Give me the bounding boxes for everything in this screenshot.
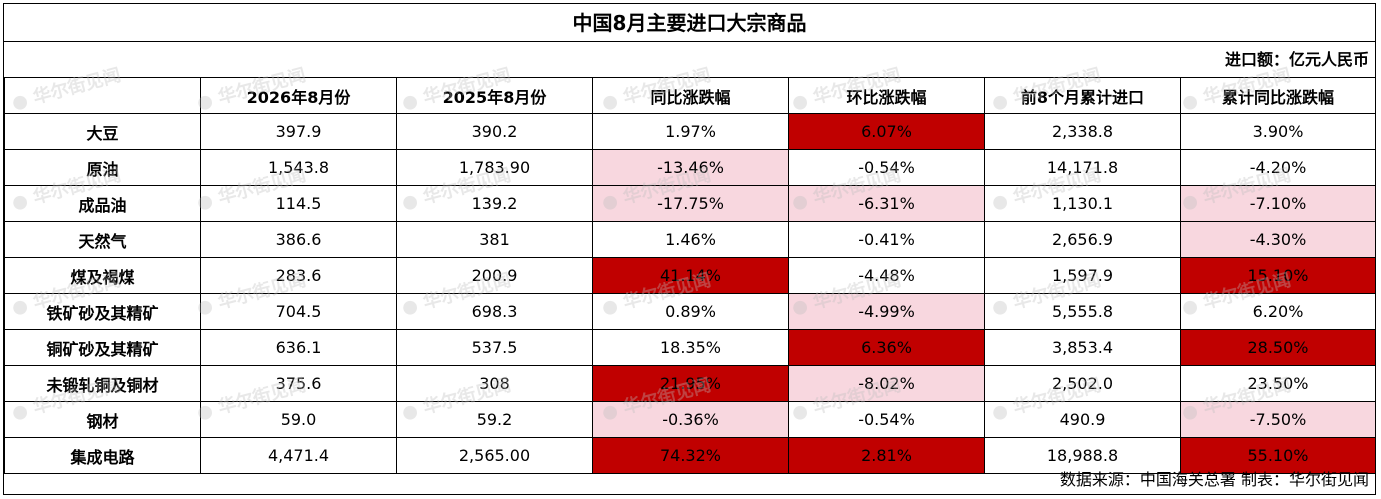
table-cell-ytd-yoy: 28.50%: [1180, 329, 1376, 366]
table-cell-mom: 6.07%: [788, 113, 985, 150]
column-header: 环比涨跌幅: [788, 77, 985, 114]
table-cell-prev: 537.5: [396, 329, 593, 366]
table-cell-mom: -6.31%: [788, 185, 985, 222]
table-cell-yoy: -13.46%: [592, 149, 789, 186]
table-cell-ytd: 1,597.9: [984, 257, 1181, 294]
table-cell-ytd: 2,338.8: [984, 113, 1181, 150]
table-cell-yoy: 41.14%: [592, 257, 789, 294]
table-cell-prev: 308: [396, 365, 593, 402]
row-label: 铁矿砂及其精矿: [4, 293, 201, 330]
table-header-row: 2026年8月份 2025年8月份 同比涨跌幅 环比涨跌幅 前8个月累计进口 累计同比涨跌…: [4, 77, 1376, 114]
table-cell-ytd: 18,988.8: [984, 437, 1181, 474]
table-cell-yoy: 0.89%: [592, 293, 789, 330]
table-row: 煤及褐煤 283.6 200.9 41.14% -4.48% 1,597.9 15.10%: [4, 257, 1376, 294]
table-cell-cur: 636.1: [200, 329, 397, 366]
data-table: 2026年8月份 2025年8月份 同比涨跌幅 环比涨跌幅 前8个月累计进口 累计同比涨跌…: [4, 77, 1376, 474]
column-header: 前8个月累计进口: [984, 77, 1181, 114]
table-cell-mom: -0.54%: [788, 401, 985, 438]
table-cell-ytd-yoy: -7.50%: [1180, 401, 1376, 438]
table-row: 未锻轧铜及铜材 375.6 308 21.95% -8.02% 2,502.0 23.50%: [4, 365, 1376, 402]
table-cell-ytd-yoy: 15.10%: [1180, 257, 1376, 294]
table-cell-cur: 386.6: [200, 221, 397, 258]
table-row: 天然气 386.6 381 1.46% -0.41% 2,656.9 -4.30%: [4, 221, 1376, 258]
table-cell-prev: 1,783.90: [396, 149, 593, 186]
column-header: 累计同比涨跌幅: [1180, 77, 1376, 114]
table-row: 成品油 114.5 139.2 -17.75% -6.31% 1,130.1 -7.10%: [4, 185, 1376, 222]
table-cell-cur: 397.9: [200, 113, 397, 150]
table-cell-prev: 381: [396, 221, 593, 258]
table-row: 铁矿砂及其精矿 704.5 698.3 0.89% -4.99% 5,555.8 6.20%: [4, 293, 1376, 330]
table-cell-prev: 139.2: [396, 185, 593, 222]
table-cell-prev: 390.2: [396, 113, 593, 150]
table-cell-ytd: 3,853.4: [984, 329, 1181, 366]
table-frame: 中国8月主要进口大宗商品 进口额：亿元人民币 2026年8月份 2025年8月份同…: [3, 3, 1376, 495]
table-cell-cur: 4,471.4: [200, 437, 397, 474]
table-cell-ytd: 2,502.0: [984, 365, 1181, 402]
row-label: 天然气: [4, 221, 201, 258]
table-cell-prev: 200.9: [396, 257, 593, 294]
table-cell-prev: 59.2: [396, 401, 593, 438]
table-cell-yoy: 21.95%: [592, 365, 789, 402]
table-cell-cur: 283.6: [200, 257, 397, 294]
table-cell-ytd: 14,171.8: [984, 149, 1181, 186]
column-header: 2025年8月份: [396, 77, 593, 114]
source-note: 数据来源：中国海关总署 制表：华尔街见闻: [1059, 470, 1369, 489]
table-row: 集成电路 4,471.4 2,565.00 74.32% 2.81% 18,988.8 55…: [4, 437, 1376, 474]
row-label: 大豆: [4, 113, 201, 150]
table-cell-cur: 114.5: [200, 185, 397, 222]
table-row: 大豆 397.9 390.2 1.97% 6.07% 2,338.8 3.90%: [4, 113, 1376, 150]
table-cell-ytd: 2,656.9: [984, 221, 1181, 258]
row-label: 铜矿砂及其精矿: [4, 329, 201, 366]
table-cell-yoy: -17.75%: [592, 185, 789, 222]
table-cell-cur: 1,543.8: [200, 149, 397, 186]
row-label: 煤及褐煤: [4, 257, 201, 294]
page-title: 中国8月主要进口大宗商品: [4, 4, 1375, 42]
row-label: 原油: [4, 149, 201, 186]
unit-note: 进口额：亿元人民币: [1224, 50, 1369, 69]
row-label: 未锻轧铜及铜材: [4, 365, 201, 402]
table-cell-ytd-yoy: 23.50%: [1180, 365, 1376, 402]
table-cell-ytd: 490.9: [984, 401, 1181, 438]
table-cell-ytd-yoy: -4.20%: [1180, 149, 1376, 186]
table-cell-ytd-yoy: -4.30%: [1180, 221, 1376, 258]
table-cell-mom: -8.02%: [788, 365, 985, 402]
table-row: 钢材 59.0 59.2 -0.36% -0.54% 490.9 -7.50%: [4, 401, 1376, 438]
row-label: 钢材: [4, 401, 201, 438]
table-cell-ytd-yoy: 6.20%: [1180, 293, 1376, 330]
table-cell-yoy: 18.35%: [592, 329, 789, 366]
table-cell-mom: 2.81%: [788, 437, 985, 474]
table-row: 原油 1,543.8 1,783.90 -13.46% -0.54% 14,171.8 -4…: [4, 149, 1376, 186]
table-cell-yoy: 1.97%: [592, 113, 789, 150]
row-label: 成品油: [4, 185, 201, 222]
column-header: 2026年8月份: [200, 77, 397, 114]
row-label: 集成电路: [4, 437, 201, 474]
table-cell-ytd-yoy: 55.10%: [1180, 437, 1376, 474]
table-cell-mom: -4.99%: [788, 293, 985, 330]
table-cell-ytd-yoy: 3.90%: [1180, 113, 1376, 150]
table-cell-mom: -4.48%: [788, 257, 985, 294]
column-header: 同比涨跌幅: [592, 77, 789, 114]
table-cell-mom: 6.36%: [788, 329, 985, 366]
table-cell-yoy: 74.32%: [592, 437, 789, 474]
table-cell-yoy: 1.46%: [592, 221, 789, 258]
table-cell-mom: -0.54%: [788, 149, 985, 186]
table-body: 大豆 397.9 390.2 1.97% 6.07% 2,338.8 3.90% 原油 1,54…: [4, 113, 1376, 474]
table-cell-cur: 59.0: [200, 401, 397, 438]
header-corner: [4, 77, 201, 114]
table-cell-prev: 2,565.00: [396, 437, 593, 474]
table-cell-cur: 375.6: [200, 365, 397, 402]
table-cell-prev: 698.3: [396, 293, 593, 330]
table-cell-ytd: 5,555.8: [984, 293, 1181, 330]
table-cell-mom: -0.41%: [788, 221, 985, 258]
table-cell-ytd-yoy: -7.10%: [1180, 185, 1376, 222]
table-cell-cur: 704.5: [200, 293, 397, 330]
table-row: 铜矿砂及其精矿 636.1 537.5 18.35% 6.36% 3,853.4 28.50…: [4, 329, 1376, 366]
table-cell-ytd: 1,130.1: [984, 185, 1181, 222]
table-cell-yoy: -0.36%: [592, 401, 789, 438]
